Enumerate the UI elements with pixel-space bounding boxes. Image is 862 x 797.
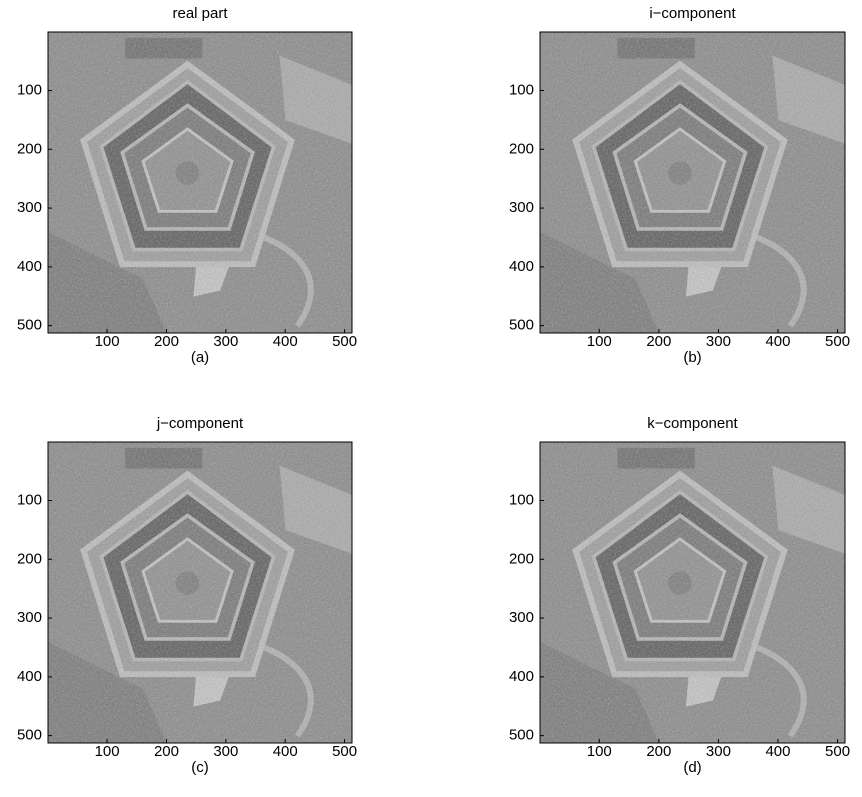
y-tick-label: 400 xyxy=(17,668,42,685)
x-tick-label: 400 xyxy=(765,333,790,350)
x-tick-label: 500 xyxy=(332,333,357,350)
figure: 100 200 300 400 500 100 200 300 400 500 real part (… xyxy=(0,0,862,797)
y-tick-label: 500 xyxy=(509,317,534,334)
axes-title: i−component xyxy=(649,5,736,22)
x-tick-label: 400 xyxy=(765,743,790,760)
y-tick-label: 100 xyxy=(509,81,534,98)
y-tick-label: 400 xyxy=(509,668,534,685)
y-tick-label: 500 xyxy=(17,317,42,334)
x-tick-label: 400 xyxy=(273,743,298,760)
y-tick-label: 300 xyxy=(17,199,42,216)
y-tick-label: 100 xyxy=(17,491,42,508)
y-tick-label: 300 xyxy=(509,609,534,626)
y-tick-label: 100 xyxy=(17,81,42,98)
y-tick-label: 500 xyxy=(17,727,42,744)
image xyxy=(540,442,845,743)
y-tick-label: 200 xyxy=(509,550,534,567)
x-label: (c) xyxy=(191,759,209,776)
x-tick-label: 200 xyxy=(646,333,671,350)
x-tick-label: 500 xyxy=(825,743,850,760)
x-tick-label: 100 xyxy=(95,743,120,760)
axes-title: real part xyxy=(172,5,228,22)
y-tick-label: 100 xyxy=(509,491,534,508)
x-tick-label: 200 xyxy=(154,333,179,350)
x-tick-label: 400 xyxy=(273,333,298,350)
y-tick-label: 200 xyxy=(17,550,42,567)
x-tick-label: 300 xyxy=(213,743,238,760)
image xyxy=(540,32,845,333)
y-tick-label: 300 xyxy=(17,609,42,626)
image xyxy=(48,32,352,333)
image xyxy=(48,442,352,743)
x-tick-label: 300 xyxy=(706,743,731,760)
x-label: (b) xyxy=(683,349,701,366)
axes-title: j−component xyxy=(156,415,244,432)
y-tick-label: 200 xyxy=(17,140,42,157)
x-label: (a) xyxy=(191,349,209,366)
y-tick-label: 400 xyxy=(17,258,42,275)
y-tick-label: 300 xyxy=(509,199,534,216)
axes-title: k−component xyxy=(647,415,738,432)
x-tick-label: 300 xyxy=(706,333,731,350)
x-tick-label: 200 xyxy=(154,743,179,760)
x-tick-label: 100 xyxy=(587,333,612,350)
x-tick-label: 500 xyxy=(332,743,357,760)
x-tick-label: 200 xyxy=(646,743,671,760)
y-tick-label: 400 xyxy=(509,258,534,275)
x-label: (d) xyxy=(683,759,701,776)
x-tick-label: 500 xyxy=(825,333,850,350)
x-tick-label: 300 xyxy=(213,333,238,350)
x-tick-label: 100 xyxy=(95,333,120,350)
y-tick-label: 500 xyxy=(509,727,534,744)
y-tick-label: 200 xyxy=(509,140,534,157)
x-tick-label: 100 xyxy=(587,743,612,760)
